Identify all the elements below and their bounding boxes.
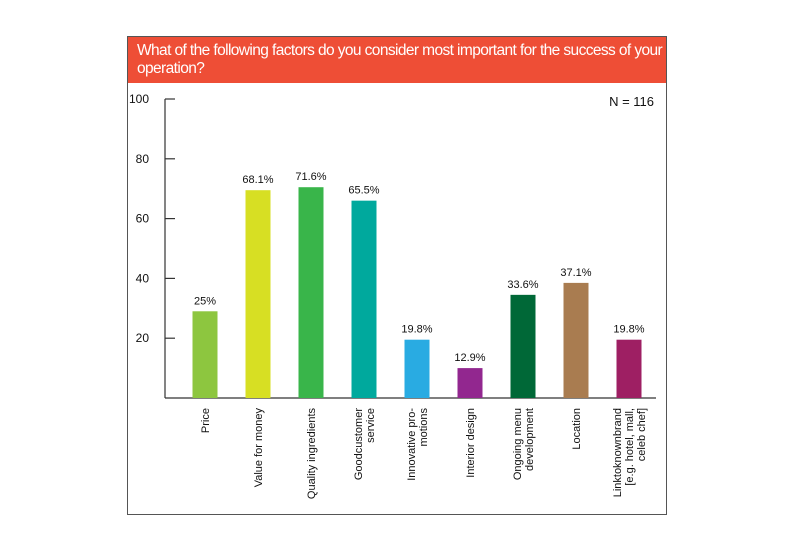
x-category-label-line: Value for money xyxy=(253,408,265,488)
bar-value-label: 65.5% xyxy=(348,185,379,197)
bar-value-label: 19.8% xyxy=(401,324,432,336)
x-category-label-line: Location xyxy=(571,408,583,450)
x-category-label-line: Ongoing menu xyxy=(512,408,524,480)
x-category-label-line: Innovative pro- xyxy=(406,408,418,481)
x-category-label-line: service xyxy=(365,408,377,443)
x-category-label-line: Price xyxy=(200,408,212,433)
bar xyxy=(245,190,271,398)
chart-title: What of the following factors do you con… xyxy=(137,42,663,77)
bar-value-label: 12.9% xyxy=(454,352,485,364)
y-tick-label: 40 xyxy=(136,271,150,285)
sample-size-label: N = 116 xyxy=(609,94,654,109)
x-category-label: Goodcustomerservice xyxy=(353,408,377,480)
bar xyxy=(563,282,589,398)
y-tick-label: 100 xyxy=(129,92,149,106)
x-category-label: Location xyxy=(571,408,583,450)
x-category-label-line: Goodcustomer xyxy=(353,408,365,480)
y-tick-label: 20 xyxy=(136,331,150,345)
bar-value-label: 33.6% xyxy=(507,279,538,291)
bar xyxy=(404,339,430,398)
bar-value-label: 71.6% xyxy=(295,171,326,183)
bar-value-label: 25% xyxy=(194,295,216,307)
bar xyxy=(192,311,218,398)
x-category-label-line: motions xyxy=(418,408,430,447)
x-category-label-line: development xyxy=(524,408,536,471)
x-category-label: Ongoing menudevelopment xyxy=(512,408,536,480)
x-category-label-line: Quality ingredients xyxy=(306,408,318,500)
x-category-label: Value for money xyxy=(253,408,265,488)
x-category-label: Linktoknownbrand[e.g. hotel, mall,celeb … xyxy=(612,408,648,497)
x-category-label: Interior design xyxy=(465,408,477,478)
title-banner: What of the following factors do you con… xyxy=(128,37,666,83)
bar-chart: 20 40 60 80 100 25% Price 68.1% Value for money 7… xyxy=(129,92,656,500)
bar xyxy=(298,187,324,398)
x-category-label: Price xyxy=(200,408,212,433)
bar-value-label: 19.8% xyxy=(613,324,644,336)
bar xyxy=(351,200,377,398)
bar-value-label: 37.1% xyxy=(560,267,591,279)
bar-value-label: 68.1% xyxy=(242,174,273,186)
bar xyxy=(616,339,642,398)
bar xyxy=(457,368,483,398)
x-category-label-line: celeb chef] xyxy=(636,408,648,461)
y-tick-label: 80 xyxy=(136,152,150,166)
x-category-label: Innovative pro-motions xyxy=(406,408,430,481)
bar xyxy=(510,294,536,398)
x-category-label-line: Linktoknownbrand xyxy=(612,408,624,497)
chart-frame: What of the following factors do you con… xyxy=(127,36,667,515)
y-tick-label: 60 xyxy=(136,212,150,226)
x-category-label-line: Interior design xyxy=(465,408,477,478)
x-category-label: Quality ingredients xyxy=(306,408,318,500)
x-category-label-line: [e.g. hotel, mall, xyxy=(624,408,636,486)
